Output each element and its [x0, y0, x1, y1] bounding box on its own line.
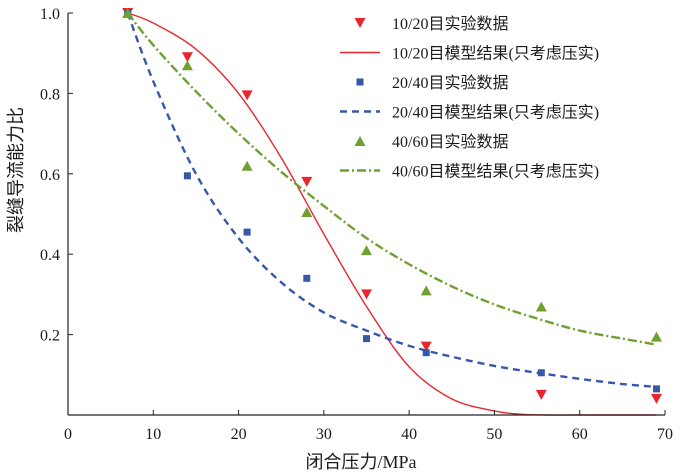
x-axis: 0 10 20 30 40 50 60 70 — [64, 410, 673, 443]
data-point — [303, 274, 311, 282]
data-point — [650, 393, 662, 404]
data-point — [241, 90, 253, 101]
legend-item: 10/20目实验数据 — [354, 15, 508, 33]
legend-marker-swatch — [354, 136, 366, 146]
data-point — [363, 335, 370, 343]
data-point — [361, 289, 372, 300]
x-tick-label: 70 — [657, 426, 673, 443]
legend-label: 20/40目实验数据 — [392, 74, 508, 92]
data-point — [420, 285, 432, 296]
legend-item: 10/20目模型结果(只考虑压实) — [340, 45, 599, 63]
series-line — [127, 12, 657, 416]
data-point — [301, 206, 313, 217]
y-axis-title: 裂缝导流能力比 — [6, 107, 26, 233]
legend-marker-swatch — [354, 18, 366, 28]
y-tick-label: 1.0 — [40, 6, 60, 23]
data-point — [535, 301, 547, 312]
x-tick-label: 30 — [316, 426, 332, 443]
legend-item: 20/40目实验数据 — [356, 74, 508, 92]
x-tick-label: 0 — [64, 426, 72, 443]
legend-label: 10/20目实验数据 — [392, 15, 508, 33]
data-point — [652, 385, 660, 393]
data-point — [183, 172, 191, 180]
x-axis-title: 闭合压力/MPa — [305, 452, 416, 472]
data-point — [243, 228, 251, 236]
data-point — [181, 52, 193, 63]
data-point — [535, 389, 547, 400]
legend-label: 20/40目模型结果(只考虑压实) — [392, 104, 599, 122]
series-6 — [126, 12, 657, 346]
legend-marker-swatch — [356, 78, 364, 86]
legend-label: 40/60目模型结果(只考虑压实) — [392, 163, 599, 181]
x-tick-label: 40 — [401, 426, 417, 443]
series-1 — [122, 8, 662, 404]
legend-item: 20/40目模型结果(只考虑压实) — [340, 104, 599, 122]
legend-item: 40/60目模型结果(只考虑压实) — [340, 163, 599, 181]
data-point — [241, 160, 253, 171]
y-tick-label: 0.4 — [40, 247, 60, 264]
y-axis: 0.2 0.4 0.6 0.8 1.0 — [40, 6, 73, 415]
x-tick-label: 50 — [486, 426, 502, 443]
series-line — [126, 12, 657, 389]
x-tick-label: 10 — [145, 426, 161, 443]
y-tick-label: 0.6 — [40, 167, 60, 184]
y-tick-label: 0.2 — [40, 328, 60, 345]
data-point — [361, 245, 372, 256]
series-2 — [127, 12, 657, 416]
plot-area — [122, 8, 662, 416]
series-3 — [124, 9, 660, 393]
data-point — [422, 349, 430, 357]
data-point — [650, 331, 662, 342]
legend-label: 10/20目模型结果(只考虑压实) — [392, 45, 599, 63]
data-point — [420, 341, 432, 352]
x-tick-label: 60 — [572, 426, 588, 443]
x-tick-label: 20 — [231, 426, 247, 443]
legend-label: 40/60目实验数据 — [392, 133, 508, 151]
data-point — [181, 60, 193, 71]
legend-item: 40/60目实验数据 — [354, 133, 508, 151]
data-point — [301, 176, 313, 187]
series-4 — [126, 12, 657, 389]
y-tick-label: 0.8 — [40, 86, 60, 103]
series-line — [126, 12, 657, 346]
legend: 10/20目实验数据 10/20目模型结果(只考虑压实) 20/40目实验数据 20/… — [340, 15, 599, 181]
